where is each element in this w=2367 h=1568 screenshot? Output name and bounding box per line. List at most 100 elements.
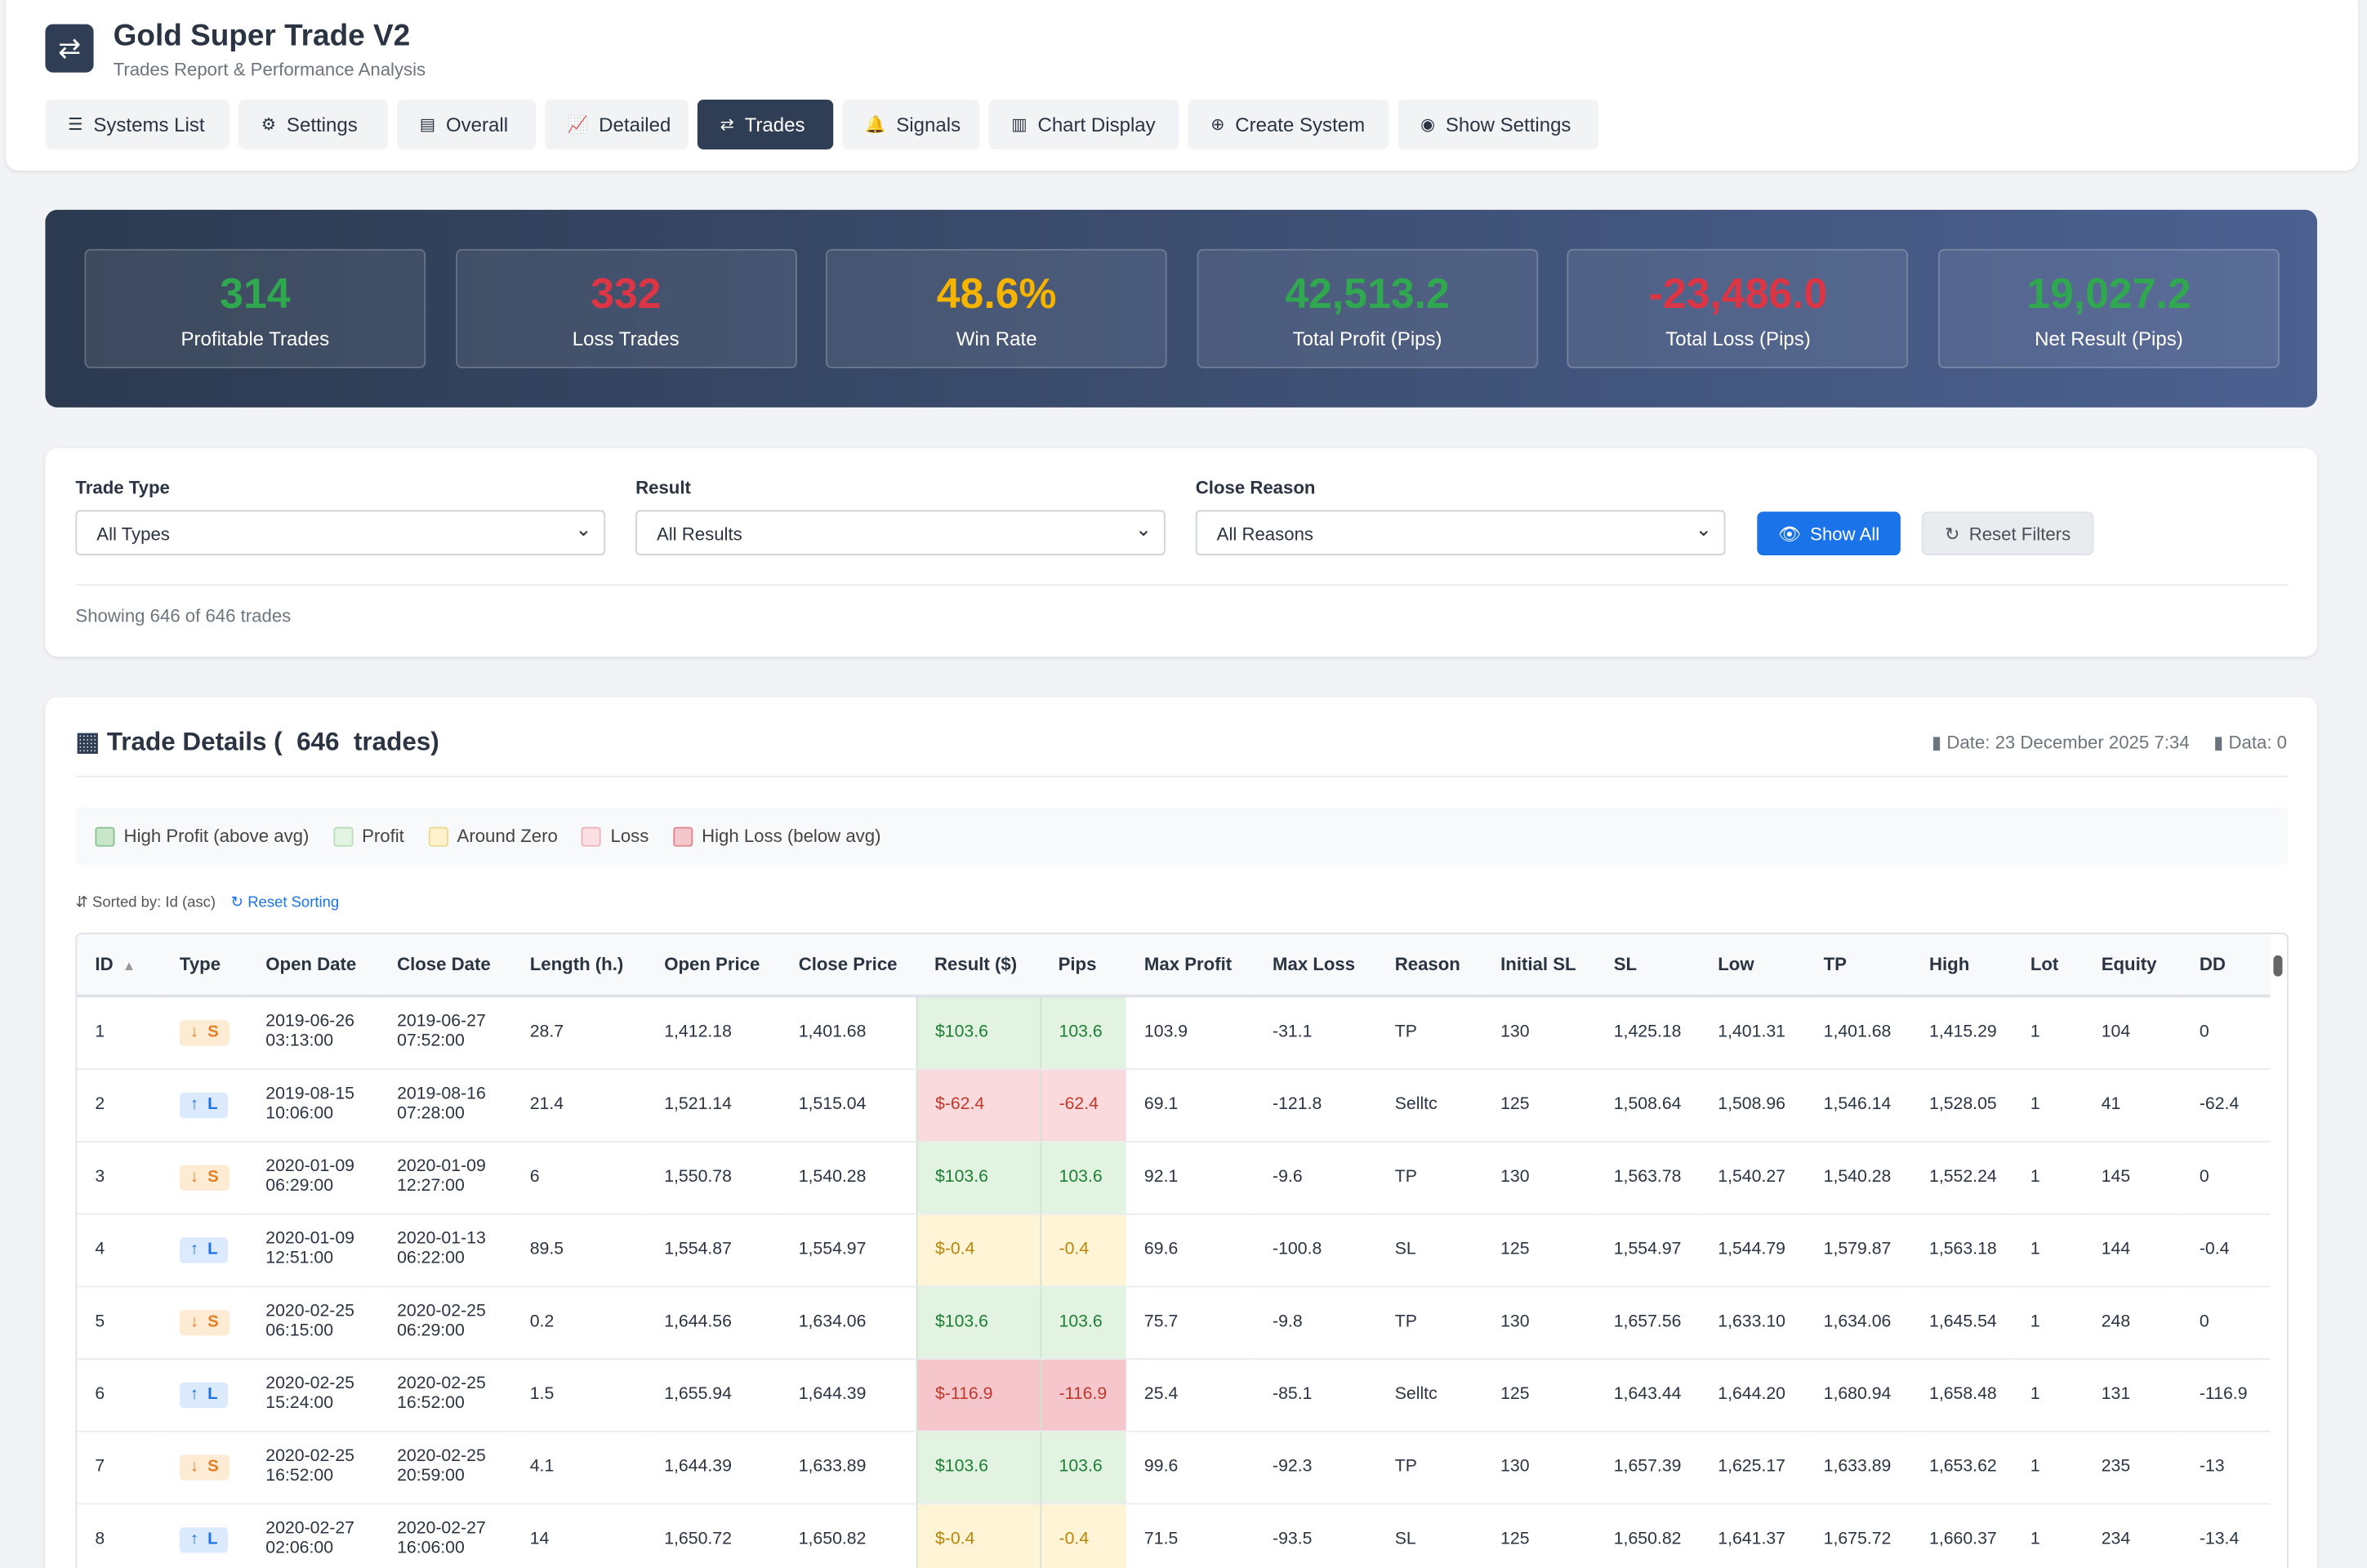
column-label[interactable]: Open Price: [664, 953, 760, 975]
nav-tab[interactable]: ◉ Show Settings: [1397, 99, 1599, 149]
stat-card: 48.6% Win Rate: [826, 248, 1168, 368]
cell-text: 103.9: [1143, 1022, 1188, 1041]
trade-row: 3 ↓ S 2020-01-09 06:29:00 2020-01-09 12:27:0…: [77, 1141, 2271, 1214]
cell-text: -116.9: [2199, 1384, 2248, 1403]
table-cell: 234: [2083, 1503, 2182, 1568]
column-header[interactable]: SL: [1595, 933, 1701, 998]
reset-sorting[interactable]: ↻ Reset Sorting: [230, 894, 340, 912]
column-label[interactable]: Max Profit: [1143, 953, 1233, 975]
column-header[interactable]: Pips: [1040, 933, 1126, 998]
table-cell: 1,655.94: [646, 1358, 781, 1432]
cell-text: $-0.4: [934, 1529, 975, 1548]
stat-label: Loss Trades: [572, 327, 680, 350]
table-cell: 1,554.87: [646, 1213, 781, 1287]
table-cell: -31.1: [1254, 996, 1377, 1070]
table-cell: TP: [1376, 1141, 1482, 1214]
tab-label[interactable]: Trades: [744, 113, 805, 136]
tab-label[interactable]: Detailed: [599, 113, 671, 136]
tab-label[interactable]: Systems List: [93, 113, 205, 136]
column-header[interactable]: Close Price: [780, 933, 916, 998]
cell-text: -9.6: [1273, 1167, 1303, 1186]
tab-label[interactable]: Settings: [286, 113, 358, 136]
column-label[interactable]: SL: [1613, 953, 1638, 975]
table-cell: -0.4: [1039, 1503, 1126, 1568]
column-label[interactable]: TP: [1823, 953, 1847, 975]
cell-text: 1,645.54: [1928, 1312, 1997, 1330]
cell-text: 1: [2030, 1094, 2040, 1113]
column-label[interactable]: Close Price: [798, 953, 898, 975]
column-header[interactable]: Type: [161, 933, 248, 998]
table-cell: 2020-02-25 16:52:00: [247, 1430, 379, 1504]
cell-text: 1,415.29: [1928, 1022, 1997, 1041]
reset-sorting-label[interactable]: Reset Sorting: [247, 894, 340, 912]
nav-tab[interactable]: ⇄ Trades: [697, 99, 834, 149]
table-cell: 248: [2083, 1285, 2182, 1360]
cell-text: 103.6: [1059, 1312, 1103, 1330]
column-label[interactable]: Max Loss: [1273, 953, 1356, 975]
table-cell: 1,641.37: [1700, 1503, 1806, 1568]
tab-label[interactable]: Chart Display: [1037, 113, 1156, 136]
sort-label: Sorted by: Id (asc): [92, 894, 216, 912]
type-label: S: [207, 1457, 219, 1476]
tab-label[interactable]: Signals: [896, 113, 961, 136]
column-label[interactable]: Lot: [2030, 953, 2059, 975]
legend-label: High Profit (above avg): [123, 825, 310, 847]
column-header[interactable]: Result ($): [916, 933, 1041, 998]
column-label[interactable]: High: [1928, 953, 1970, 975]
column-header[interactable]: Open Date: [247, 933, 379, 998]
table-cell: -62.4: [1039, 1068, 1126, 1142]
filter-select[interactable]: All Types: [75, 510, 606, 556]
column-header[interactable]: Max Loss: [1254, 933, 1377, 998]
nav-tab[interactable]: 📈 Detailed: [545, 99, 689, 149]
column-header[interactable]: High: [1910, 933, 2013, 998]
nav-tab[interactable]: 🔔 Signals: [842, 99, 980, 149]
column-label[interactable]: Close Date: [397, 953, 491, 975]
legend-label: Loss: [610, 825, 649, 847]
tab-label[interactable]: Show Settings: [1445, 113, 1571, 136]
table-cell: 1,657.39: [1595, 1430, 1701, 1504]
column-header[interactable]: Initial SL: [1482, 933, 1596, 998]
filter-select[interactable]: All Results: [635, 510, 1166, 556]
tab-label[interactable]: Overall: [445, 113, 509, 136]
nav-tab[interactable]: ▥ Chart Display: [988, 99, 1179, 149]
column-header[interactable]: ID ▲: [77, 933, 162, 998]
cell-text: 7: [95, 1457, 105, 1476]
table-cell: 99.6: [1126, 1430, 1255, 1504]
column-header[interactable]: Length (h.): [511, 933, 647, 998]
column-label[interactable]: Pips: [1058, 953, 1097, 975]
column-header[interactable]: DD: [2181, 933, 2271, 998]
column-label[interactable]: DD: [2199, 953, 2226, 975]
column-header[interactable]: Low: [1700, 933, 1806, 998]
nav-tab[interactable]: ⊕ Create System: [1188, 99, 1389, 149]
cell-text: 1,644.20: [1718, 1384, 1785, 1403]
tab-label[interactable]: Create System: [1235, 113, 1366, 136]
type-label: L: [207, 1529, 218, 1548]
table-cell: 0.2: [511, 1285, 647, 1360]
column-label[interactable]: Length (h.): [529, 953, 624, 975]
nav-tab[interactable]: ☰ Systems List: [45, 99, 230, 149]
nav-tab[interactable]: ▤ Overall: [397, 99, 537, 149]
column-label[interactable]: Low: [1718, 953, 1754, 975]
column-label[interactable]: Equity: [2101, 953, 2157, 975]
cell-text: -9.8: [1273, 1312, 1303, 1330]
column-header[interactable]: Close Date: [378, 933, 512, 998]
column-header[interactable]: Equity: [2083, 933, 2182, 998]
column-label[interactable]: Type: [179, 953, 221, 975]
tab-icon: ▥: [1011, 116, 1027, 135]
column-label[interactable]: Reason: [1394, 953, 1460, 975]
filter-select[interactable]: All Reasons: [1195, 510, 1726, 556]
column-label[interactable]: Result ($): [934, 953, 1018, 975]
reset-filters-button[interactable]: ↻ Reset Filters: [1921, 511, 2094, 556]
column-header[interactable]: Max Profit: [1126, 933, 1255, 998]
column-label[interactable]: Open Date: [265, 953, 357, 975]
column-header[interactable]: Open Price: [646, 933, 781, 998]
column-header[interactable]: Lot: [2012, 933, 2084, 998]
column-header[interactable]: TP: [1805, 933, 1911, 998]
cell-text: -13: [2199, 1457, 2225, 1476]
column-label[interactable]: Initial SL: [1500, 953, 1576, 975]
show-all-button[interactable]: 👁 Show All: [1757, 511, 1901, 556]
nav-tab[interactable]: ⚙ Settings: [238, 99, 388, 149]
cell-text: 1,401.31: [1718, 1022, 1785, 1041]
column-header[interactable]: Reason: [1376, 933, 1482, 998]
column-label[interactable]: ID: [95, 953, 114, 975]
